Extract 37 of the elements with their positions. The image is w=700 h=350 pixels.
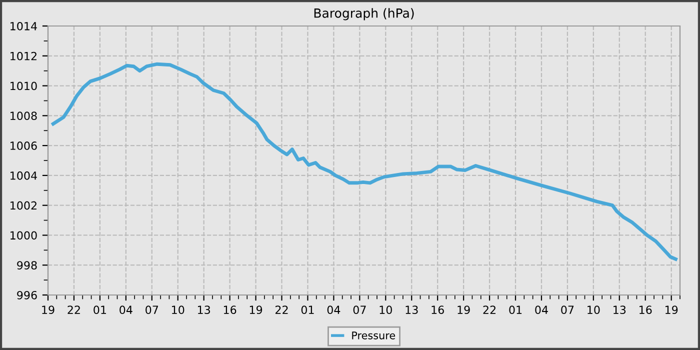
x-tick-label: 04	[535, 306, 548, 314]
x-tick-label: 04	[120, 306, 132, 314]
x-tick-label: 19	[42, 306, 54, 314]
x-tick-label: 07	[561, 306, 574, 314]
x-tick-label: 01	[509, 306, 522, 314]
y-tick-label: 1010	[10, 82, 37, 90]
x-tick-label: 13	[614, 306, 626, 314]
y-tick-label: 1014	[10, 22, 37, 30]
x-tick-label: 04	[327, 306, 340, 314]
y-tick-label: 998	[17, 261, 37, 270]
x-tick-label: 19	[458, 306, 470, 314]
x-tick-label: 13	[406, 306, 418, 314]
x-tick-label: 19	[250, 306, 262, 314]
y-tick-label: 1006	[10, 142, 37, 150]
y-tick-label: 1002	[10, 201, 36, 210]
x-tick-label: 19	[665, 306, 678, 314]
x-tick-label: 01	[301, 306, 314, 314]
x-tick-label: 10	[380, 306, 392, 314]
x-tick-label: 07	[146, 306, 158, 314]
x-tick-label: 16	[224, 306, 236, 314]
y-tick-label: 1000	[10, 231, 37, 240]
x-tick-label: 16	[432, 306, 444, 314]
x-tick-label: 22	[68, 306, 80, 314]
x-tick-label: 10	[172, 306, 184, 314]
x-tick-label: 16	[640, 306, 652, 314]
x-tick-label: 01	[94, 306, 106, 314]
x-tick-label: 13	[198, 306, 210, 314]
legend-label: Pressure	[352, 332, 396, 340]
x-tick-label: 07	[353, 306, 366, 314]
x-tick-label: 22	[276, 306, 288, 314]
chart-title: Barograph (hPa)	[314, 8, 414, 20]
y-tick-label: 1012	[10, 52, 36, 60]
y-tick-label: 1008	[10, 112, 37, 120]
x-tick-label: 10	[588, 306, 600, 314]
y-tick-label: 1004	[10, 171, 37, 180]
x-tick-label: 22	[483, 306, 496, 314]
y-tick-label: 996	[17, 290, 37, 300]
